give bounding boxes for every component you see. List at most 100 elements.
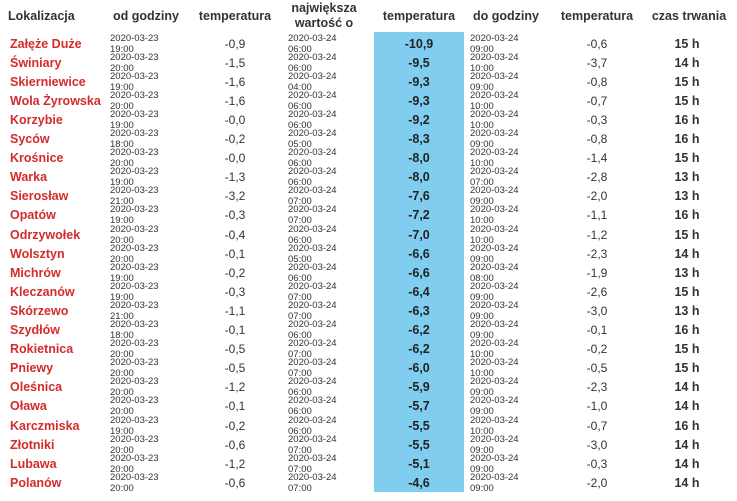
temperature-end-cell: -3,0 — [586, 303, 608, 318]
temperature-max-cell: -6,0 — [374, 358, 464, 378]
to-hour-cell: 2020-03-24 10:00 — [470, 147, 519, 170]
temperature-start-cell: -1,1 — [224, 303, 246, 318]
temperature-max-cell: -7,2 — [374, 205, 464, 225]
header-from-hour: od godziny — [113, 8, 179, 23]
duration-cell: 15 h — [674, 284, 700, 299]
from-hour-cell: 2020-03-23 20:00 — [110, 242, 159, 265]
location-cell[interactable]: Opatów — [10, 208, 56, 223]
to-hour-cell: 2020-03-24 09:00 — [470, 471, 519, 494]
location-cell[interactable]: Kleczanów — [10, 284, 75, 299]
table-row: Wola Żyrowska 2020-03-23 20:00 -1,6 2020-03… — [0, 89, 737, 112]
max-value-at-cell: 2020-03-24 07:00 — [288, 204, 337, 227]
from-hour-cell: 2020-03-23 19:00 — [110, 414, 159, 437]
temperature-start-cell: -0,1 — [224, 246, 246, 261]
location-cell[interactable]: Krośnice — [10, 151, 64, 166]
table-row: Opatów 2020-03-23 19:00 -0,3 2020-03-24 07:… — [0, 204, 737, 227]
location-cell[interactable]: Załęże Duże — [10, 36, 82, 51]
temperature-end-cell: -0,1 — [586, 323, 608, 337]
table-row: Oława 2020-03-23 20:00 -0,1 2020-03-24 06:0… — [0, 395, 737, 418]
temperature-start-cell: -3,2 — [224, 189, 246, 204]
location-cell[interactable]: Syców — [10, 132, 50, 146]
header-temperature-end: temperatura — [560, 8, 634, 23]
table-row: Skierniewice 2020-03-23 19:00 -1,6 2020-03-… — [0, 70, 737, 93]
location-cell[interactable]: Pniewy — [10, 361, 54, 376]
duration-cell: 13 h — [674, 170, 700, 185]
from-hour-cell: 2020-03-23 20:00 — [110, 395, 159, 418]
location-cell[interactable]: Korzybie — [10, 112, 63, 127]
temperature-start-cell: -0,6 — [224, 437, 246, 452]
table-row: Oleśnica 2020-03-23 20:00 -1,2 2020-03-24 0… — [0, 376, 737, 398]
temperature-max-cell: -5,7 — [374, 396, 464, 416]
temperature-start-cell: -1,5 — [224, 55, 246, 70]
duration-cell: 15 h — [674, 93, 700, 108]
temperature-max-cell: -5,5 — [374, 416, 464, 435]
temperature-end-cell: -2,6 — [586, 284, 608, 299]
duration-cell: 13 h — [674, 303, 700, 318]
duration-cell: 15 h — [674, 74, 700, 89]
table-row: Karczmiska 2020-03-23 19:00 -0,2 2020-03-24… — [0, 414, 737, 437]
max-value-at-cell: 2020-03-24 06:00 — [288, 261, 337, 284]
from-hour-cell: 2020-03-23 21:00 — [110, 185, 159, 208]
duration-cell: 14 h — [674, 246, 700, 261]
location-cell[interactable]: Skórzewo — [10, 303, 69, 318]
header-temperature-max: temperatura — [382, 8, 456, 23]
max-value-at-cell: 2020-03-24 07:00 — [288, 299, 337, 322]
temperature-max-cell: -6,3 — [374, 301, 464, 321]
table-row: Syców 2020-03-23 18:00 -0,2 2020-03-24 05:0… — [0, 128, 737, 150]
duration-cell: 13 h — [674, 189, 700, 204]
location-cell[interactable]: Sierosław — [10, 189, 69, 204]
temperature-start-cell: -1,6 — [224, 74, 246, 89]
max-value-at-cell: 2020-03-24 06:00 — [288, 51, 337, 74]
location-cell[interactable]: Polanów — [10, 475, 62, 490]
max-value-at-cell: 2020-03-24 06:00 — [288, 89, 337, 112]
duration-cell: 16 h — [674, 132, 700, 146]
to-hour-cell: 2020-03-24 10:00 — [470, 204, 519, 227]
temperature-end-cell: -0,5 — [586, 361, 608, 376]
location-cell[interactable]: Lubawa — [10, 456, 57, 471]
location-cell[interactable]: Odrzywołek — [10, 227, 81, 242]
to-hour-cell: 2020-03-24 09:00 — [470, 452, 519, 475]
duration-cell: 15 h — [674, 227, 700, 242]
temperature-start-cell: -0,1 — [224, 323, 246, 337]
table-row: Wolsztyn 2020-03-23 20:00 -0,1 2020-03-24 0… — [0, 242, 737, 265]
from-hour-cell: 2020-03-23 20:00 — [110, 223, 159, 246]
table-row: Polanów 2020-03-23 20:00 -0,6 2020-03-24 07… — [0, 471, 737, 494]
max-value-at-cell: 2020-03-24 06:00 — [288, 395, 337, 418]
to-hour-cell: 2020-03-24 08:00 — [470, 261, 519, 284]
to-hour-cell: 2020-03-24 10:00 — [470, 357, 519, 380]
temperature-max-cell: -6,4 — [374, 282, 464, 302]
to-hour-cell: 2020-03-24 09:00 — [470, 128, 519, 150]
location-cell[interactable]: Karczmiska — [10, 418, 80, 433]
temperature-start-cell: -0,0 — [224, 151, 246, 166]
location-cell[interactable]: Szydłów — [10, 323, 61, 337]
location-cell[interactable]: Oleśnica — [10, 380, 63, 395]
max-value-at-cell: 2020-03-24 06:00 — [288, 166, 337, 189]
temperature-start-cell: -0,4 — [224, 227, 246, 242]
location-cell[interactable]: Złotniki — [10, 437, 55, 452]
to-hour-cell: 2020-03-24 10:00 — [470, 89, 519, 112]
to-hour-cell: 2020-03-24 09:00 — [470, 70, 519, 93]
location-cell[interactable]: Warka — [10, 170, 48, 185]
temperature-end-cell: -2,0 — [586, 475, 608, 490]
table-row: Świniary 2020-03-23 20:00 -1,5 2020-03-24 0… — [0, 51, 737, 74]
from-hour-cell: 2020-03-23 19:00 — [110, 32, 159, 55]
location-cell[interactable]: Wola Żyrowska — [10, 93, 101, 108]
duration-cell: 15 h — [674, 342, 700, 357]
from-hour-cell: 2020-03-23 19:00 — [110, 70, 159, 93]
from-hour-cell: 2020-03-23 18:00 — [110, 128, 159, 150]
location-cell[interactable]: Skierniewice — [10, 74, 86, 89]
table-row: Kleczanów 2020-03-23 19:00 -0,3 2020-03-24 … — [0, 281, 737, 303]
location-cell[interactable]: Oława — [10, 399, 47, 414]
location-cell[interactable]: Świniary — [10, 55, 62, 70]
temperature-start-cell: -1,3 — [224, 170, 246, 185]
duration-cell: 15 h — [674, 36, 700, 51]
temperature-end-cell: -1,0 — [586, 399, 608, 414]
location-cell[interactable]: Rokietnica — [10, 342, 74, 357]
to-hour-cell: 2020-03-24 09:00 — [470, 32, 519, 55]
location-cell[interactable]: Wolsztyn — [10, 246, 65, 261]
location-cell[interactable]: Michrów — [10, 265, 61, 280]
table-row: Lubawa 2020-03-23 20:00 -1,2 2020-03-24 07:… — [0, 452, 737, 475]
max-value-at-cell: 2020-03-24 06:00 — [288, 319, 337, 341]
temperature-end-cell: -1,4 — [586, 151, 608, 166]
table-row: Pniewy 2020-03-23 20:00 -0,5 2020-03-24 07:… — [0, 357, 737, 380]
